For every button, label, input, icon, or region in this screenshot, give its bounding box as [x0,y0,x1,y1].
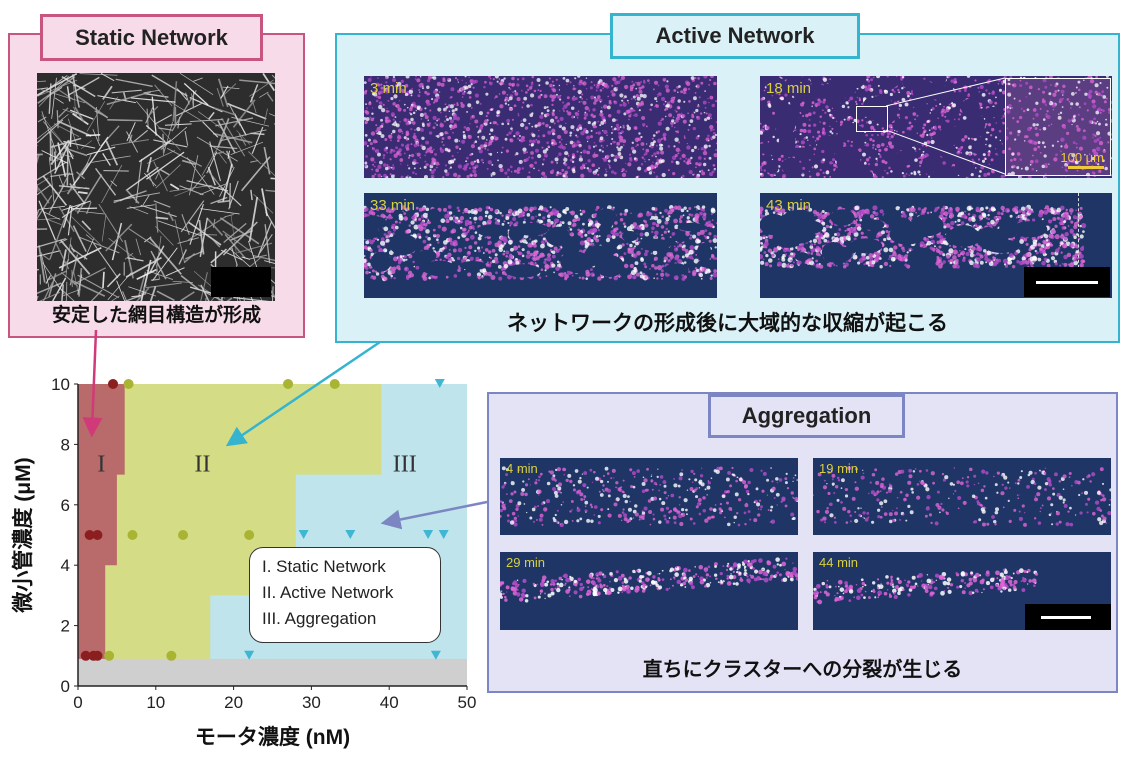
y-tick-label: 10 [51,375,70,394]
data-point-circle [166,650,177,661]
y-tick-label: 2 [61,617,70,636]
legend-item-aggregation: III. Aggregation [262,609,377,628]
y-tick-label: 6 [61,496,70,515]
region-label: II [194,451,210,477]
data-point-circle [92,530,103,540]
data-point-triangle [434,379,445,388]
frame-time-label: 18 min [766,80,812,97]
data-point-triangle [438,530,449,539]
zoom-inset: 100 μm [1005,78,1111,176]
agg-frame-44min: 44 min [813,552,1111,630]
no-data-band [78,658,467,686]
data-point-circle [84,530,95,540]
x-tick-label: 0 [73,693,82,712]
y-tick-label: 4 [61,556,70,575]
inset-box-outline [856,106,888,132]
legend-item-static: I. Static Network [262,557,386,576]
frame-time-label: 44 min [819,555,859,570]
x-tick-label: 10 [146,693,165,712]
zoom-lines [885,77,1006,175]
data-point-circle [178,530,189,540]
data-point-triangle [430,650,441,660]
data-point-triangle [345,530,356,539]
aggregation-title: Aggregation [708,394,905,438]
active-network-caption: ネットワークの形成後に大域的な収縮が起こる [507,312,948,335]
data-point-circle [127,530,138,540]
static-network-caption: 安定した網目構造が形成 [51,305,261,326]
arrow-active [225,340,381,447]
static-network-title: Static Network [40,14,263,61]
data-point-circle [283,379,294,389]
phase-legend: I. Static Network II. Active Network III… [249,547,441,643]
agg-frame-29min: 29 min [500,552,798,630]
region-label: I [97,451,105,477]
inset-scale-label: 100 μm [1060,150,1104,165]
active-frame-18min: 18 min 100 μm [760,76,1112,178]
arrow-static [82,329,103,438]
frame-time-label: 19 min [819,461,859,476]
data-point-circle [104,650,115,661]
frame-time-label: 4 min [506,461,538,476]
data-point-triangle [244,650,255,660]
region-II [105,384,382,686]
legend-item-active: II. Active Network [262,583,394,602]
y-axis-label: 微小管濃度 (μM) [11,457,35,613]
region-label: III [393,451,417,477]
aggregation-panel [487,392,1118,693]
agg-frame-4min: 4 min [500,458,798,535]
frame-time-label: 33 min [370,197,416,214]
frame-time-label: 29 min [506,555,546,570]
arrow-aggregation [380,500,488,530]
scale-bar [1024,267,1110,297]
x-tick-label: 50 [458,693,477,712]
inset-scale-bar [1068,166,1104,169]
data-point-triangle [423,530,434,539]
static-network-micrograph [37,73,275,301]
active-network-title: Active Network [610,13,860,59]
data-point-circle [80,650,91,661]
scale-bar [211,267,271,297]
data-point-circle [244,530,255,540]
data-point-circle [329,379,340,389]
frame-time-label: 43 min [766,197,812,214]
x-axis-label: モータ濃度 (nM) [195,725,350,749]
frame-time-label: 3 min [370,80,407,97]
data-point-circle [123,379,134,389]
aggregation-caption: 直ちにクラスターへの分裂が生じる [642,659,963,681]
y-tick-label: 0 [61,677,70,696]
active-frame-3min: 3 min [364,76,717,178]
data-point-triangle [298,530,309,539]
data-point-circle [92,650,103,661]
dashed-line [1078,193,1079,273]
data-point-circle [108,379,119,389]
active-frame-43min: 43 min [760,193,1112,298]
x-tick-label: 40 [380,693,399,712]
active-frame-33min: 33 min [364,193,717,298]
y-tick-label: 8 [61,435,70,454]
agg-frame-19min: 19 min [813,458,1111,535]
x-tick-label: 20 [224,693,243,712]
scale-bar [1025,604,1111,630]
x-tick-label: 30 [302,693,321,712]
